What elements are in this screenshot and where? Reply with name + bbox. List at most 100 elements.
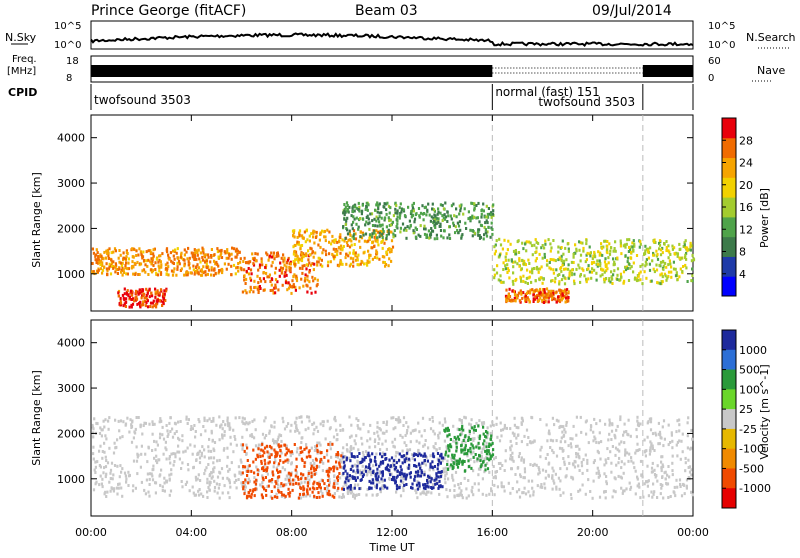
data-cell [521,258,524,262]
data-cell [357,208,360,211]
data-cell [281,493,284,497]
data-cell [439,470,442,474]
power-colorbar-tick-label: 16 [739,201,753,214]
data-cell [562,274,565,278]
data-cell [126,272,129,276]
data-cell [285,265,288,269]
data-cell [262,478,265,482]
data-cell [473,460,476,464]
data-cell [376,256,379,260]
data-cell [403,460,407,464]
data-cell [380,211,383,215]
data-cell [147,249,150,253]
data-cell [494,456,497,459]
data-cell [260,484,263,488]
data-cell [128,430,131,434]
data-cell [278,470,282,474]
data-cell [539,455,542,459]
data-cell [609,249,612,253]
data-cell [310,232,313,236]
data-cell [298,286,301,290]
data-cell [606,447,609,451]
data-cell [394,454,397,458]
data-cell [670,270,673,274]
data-cell [676,252,679,256]
data-cell [212,470,215,474]
data-cell [200,268,203,272]
data-cell [538,267,542,271]
data-cell [275,492,278,496]
data-cell [312,279,315,283]
data-cell [151,294,154,298]
data-cell [529,291,532,295]
data-cell [575,455,578,459]
data-cell [257,268,260,272]
data-cell [434,222,437,226]
data-cell [392,427,395,431]
data-cell [433,446,436,450]
data-cell [463,207,466,211]
data-cell [636,419,639,423]
data-cell [543,246,546,250]
data-cell [540,246,543,250]
data-cell [281,266,285,270]
data-cell [495,470,498,473]
data-cell [552,479,555,483]
data-cell [136,455,139,459]
data-cell [493,276,496,280]
data-cell [210,429,213,433]
data-cell [323,229,326,233]
data-cell [137,253,140,257]
data-cell [421,461,424,465]
data-cell [170,269,174,273]
data-cell [124,305,127,308]
data-cell [379,462,382,466]
data-cell [443,217,447,221]
data-cell [529,494,532,498]
data-cell [376,204,380,208]
data-cell [568,461,571,465]
data-cell [509,242,512,246]
data-cell [572,463,575,467]
data-cell [353,217,356,221]
data-cell [206,477,209,481]
data-cell [194,475,197,479]
data-cell [453,489,456,492]
data-cell [112,473,115,477]
data-cell [307,249,310,253]
data-cell [106,269,109,273]
data-cell [627,250,630,253]
data-cell [367,203,370,207]
data-cell [613,269,616,273]
data-cell [348,435,352,439]
data-cell [576,444,579,448]
data-cell [584,420,587,424]
data-cell [213,253,216,257]
data-cell [669,253,672,256]
data-cell [541,485,544,489]
data-cell [250,469,253,473]
data-cell [626,238,629,242]
data-cell [251,252,254,256]
data-cell [684,469,687,473]
data-cell [293,249,296,253]
data-cell [507,293,510,297]
data-cell [270,425,273,429]
data-cell [323,487,326,491]
data-cell [567,247,570,251]
data-cell [318,465,321,469]
data-cell [585,258,588,262]
data-cell [244,289,247,293]
data-cell [406,429,409,432]
data-cell [506,271,509,274]
data-cell [384,264,387,268]
data-cell [607,457,610,460]
data-cell [439,222,442,226]
data-cell [107,254,110,258]
data-cell [579,259,582,263]
data-cell [638,245,641,249]
data-cell [235,247,238,251]
data-cell [351,476,354,480]
data-cell [498,439,502,443]
data-cell [142,424,145,427]
